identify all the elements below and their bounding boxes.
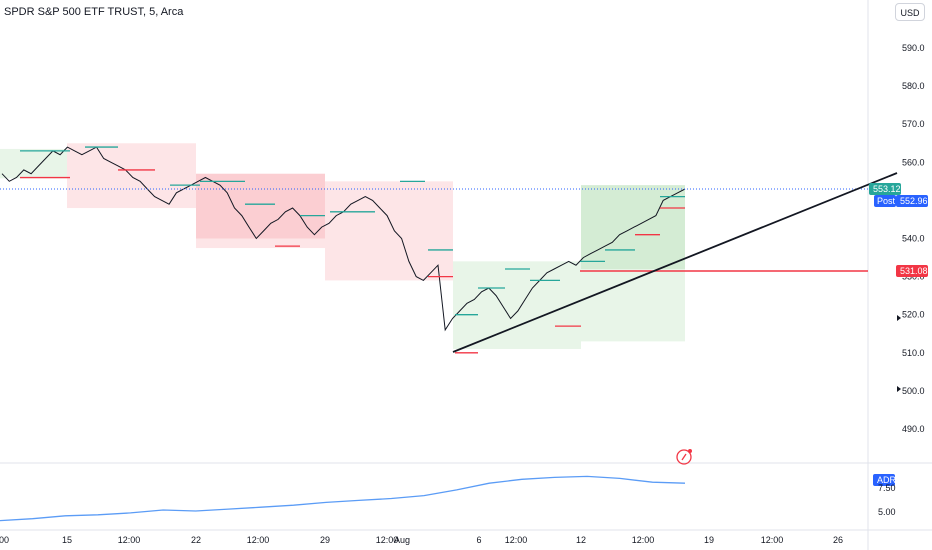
time-tick-10: 12 [576, 535, 586, 545]
price-tick-2: 570.0 [902, 119, 925, 129]
time-tick-14: 26 [833, 535, 843, 545]
last-price-value: 553.12 [873, 184, 901, 194]
post-price-tag-bg [896, 195, 928, 207]
time-tick-2: 12:00 [118, 535, 141, 545]
price-tick-9: 500.0 [902, 386, 925, 396]
range-box-6 [581, 185, 685, 342]
price-tick-10: 490.0 [902, 424, 925, 434]
price-tick-0: 590.0 [902, 43, 925, 53]
price-tick-8: 510.0 [902, 348, 925, 358]
post-label-bg [874, 195, 896, 207]
range-box-0 [0, 148, 67, 179]
trend-line[interactable] [452, 172, 898, 353]
price-tick-5: 540.0 [902, 234, 925, 244]
adr-tick-1: 7.50 [878, 483, 896, 493]
time-tick-6: 12:00 [376, 535, 399, 545]
range-box-3 [196, 173, 325, 239]
time-tick-5: 29 [320, 535, 330, 545]
scroll-right-icon-2[interactable] [897, 386, 901, 392]
time-tick-7: Aug [394, 535, 410, 545]
adr-tick-2: 5.00 [878, 507, 896, 517]
price-tick-3: 560.0 [902, 157, 925, 167]
time-tick-3: 22 [191, 535, 201, 545]
level-price-tag: 531.08 [896, 265, 928, 277]
symbol-title: SPDR S&P 500 ETF TRUST, 5, Arca [4, 6, 184, 18]
scroll-right-icon[interactable] [897, 315, 901, 321]
level-price-tag-bg [896, 265, 928, 277]
level-price-value: 531.08 [900, 266, 928, 276]
adr-label: ADR [877, 475, 897, 485]
range-box-7 [581, 185, 685, 269]
time-tick-11: 12:00 [632, 535, 655, 545]
post-label: Post [877, 196, 896, 206]
time-tick-8: 6 [476, 535, 481, 545]
time-tick-0: 00 [0, 535, 9, 545]
range-box-5 [453, 261, 581, 349]
range-box-4 [325, 181, 453, 281]
time-tick-12: 19 [704, 535, 714, 545]
range-box-2 [196, 173, 325, 249]
time-tick-4: 12:00 [247, 535, 270, 545]
adr-tag-bg [873, 474, 895, 486]
post-price-value: 552.96 [900, 196, 928, 206]
price-tick-7: 520.0 [902, 310, 925, 320]
last-price-tag: 553.12 [869, 183, 901, 195]
post-price-tag: Post 552.96 [874, 195, 928, 207]
time-tick-1: 15 [62, 535, 72, 545]
time-tick-9: 12:00 [505, 535, 528, 545]
alert-clock-icon[interactable] [676, 449, 692, 465]
last-price-tag-bg [869, 183, 901, 195]
adr-series-line [0, 475, 686, 522]
currency-button[interactable]: USD [895, 3, 925, 21]
price-tick-1: 580.0 [902, 81, 925, 91]
time-tick-13: 12:00 [761, 535, 784, 545]
